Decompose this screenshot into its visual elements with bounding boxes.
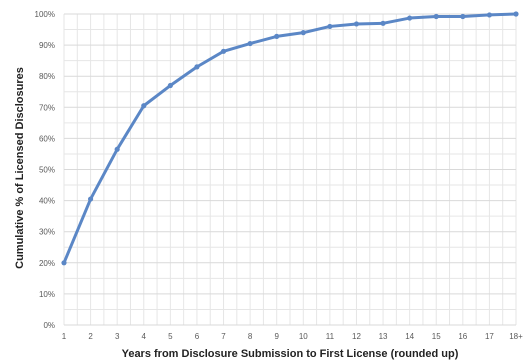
gridlines — [63, 13, 517, 326]
y-tick-label: 50% — [39, 166, 55, 175]
data-point — [194, 64, 200, 70]
x-tick-label: 5 — [168, 332, 173, 341]
y-tick-label: 60% — [39, 134, 55, 143]
data-point — [247, 40, 253, 47]
x-tick-label: 2 — [88, 332, 93, 341]
y-tick-label: 80% — [39, 72, 55, 81]
y-tick-label: 40% — [39, 197, 55, 206]
data-point — [460, 13, 466, 20]
x-tick-label: 18+ — [509, 332, 523, 341]
data-point — [486, 12, 493, 18]
x-tick-label: 12 — [352, 332, 361, 341]
data-point — [114, 146, 120, 152]
x-tick-label: 14 — [405, 332, 414, 341]
data-point — [327, 23, 333, 30]
x-tick-label: 7 — [221, 332, 226, 341]
x-tick-label: 16 — [458, 332, 467, 341]
y-axis-title: Cumulative % of Licensed Disclosures — [14, 67, 26, 269]
series-line — [62, 12, 518, 265]
data-point — [220, 48, 227, 54]
y-tick-label: 30% — [39, 228, 55, 237]
x-tick-label: 17 — [485, 332, 494, 341]
y-tick-label: 90% — [39, 41, 55, 50]
data-point — [274, 33, 280, 39]
data-point — [513, 11, 519, 17]
x-tick-label: 10 — [299, 332, 308, 341]
data-point — [407, 15, 413, 21]
x-tick-label: 3 — [115, 332, 120, 341]
x-tick-label: 4 — [142, 332, 147, 341]
data-point — [433, 13, 439, 20]
y-tick-label: 0% — [43, 321, 55, 330]
data-point — [300, 30, 306, 36]
y-tick-label: 100% — [35, 10, 55, 19]
x-tick-label: 13 — [379, 332, 388, 341]
y-tick-label: 70% — [39, 103, 55, 112]
data-point — [167, 82, 173, 89]
data-point — [61, 260, 67, 266]
x-tick-label: 15 — [432, 332, 441, 341]
data-point — [353, 21, 360, 27]
data-point — [141, 103, 147, 109]
y-tick-label: 20% — [39, 259, 55, 268]
x-tick-label: 6 — [195, 332, 200, 341]
series-layer — [61, 11, 519, 266]
x-tick-label: 9 — [274, 332, 279, 341]
tick-labels: 0%10%20%30%40%50%60%70%80%90%100%1 2 3 4 5 6 7… — [35, 10, 524, 341]
x-axis-title: Years from Disclosure Submission to Firs… — [122, 348, 459, 360]
x-tick-label: 8 — [248, 332, 253, 341]
data-point — [87, 196, 94, 202]
x-tick-label: 11 — [326, 332, 335, 341]
data-point — [380, 20, 386, 26]
y-tick-label: 10% — [39, 290, 55, 299]
x-tick-label: 1 — [62, 332, 67, 341]
